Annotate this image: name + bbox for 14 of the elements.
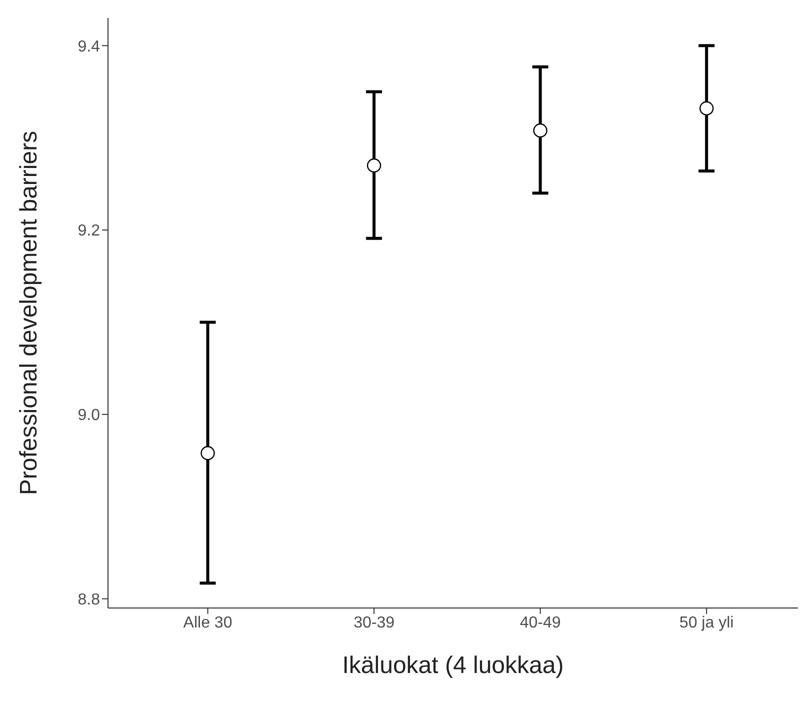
point [366,158,382,173]
y-tick-label: 8.8 [78,591,100,608]
x-axis-title: Ikäluokat (4 luokkaa) [342,652,564,679]
x-tick-label: 40-49 [520,614,561,632]
y-axis-title: Professional development barriers [16,130,43,496]
x-tick-label: 50 ja yli [679,614,734,632]
y-tick-label: 9.0 [78,407,100,424]
x-tick-label: Alle 30 [183,614,232,632]
y-tick-label: 9.2 [78,222,100,240]
point [533,123,548,138]
x-tick-label: 30-39 [354,614,395,632]
point [699,101,714,116]
y-tick-label: 9.4 [78,38,100,56]
point [200,446,215,460]
